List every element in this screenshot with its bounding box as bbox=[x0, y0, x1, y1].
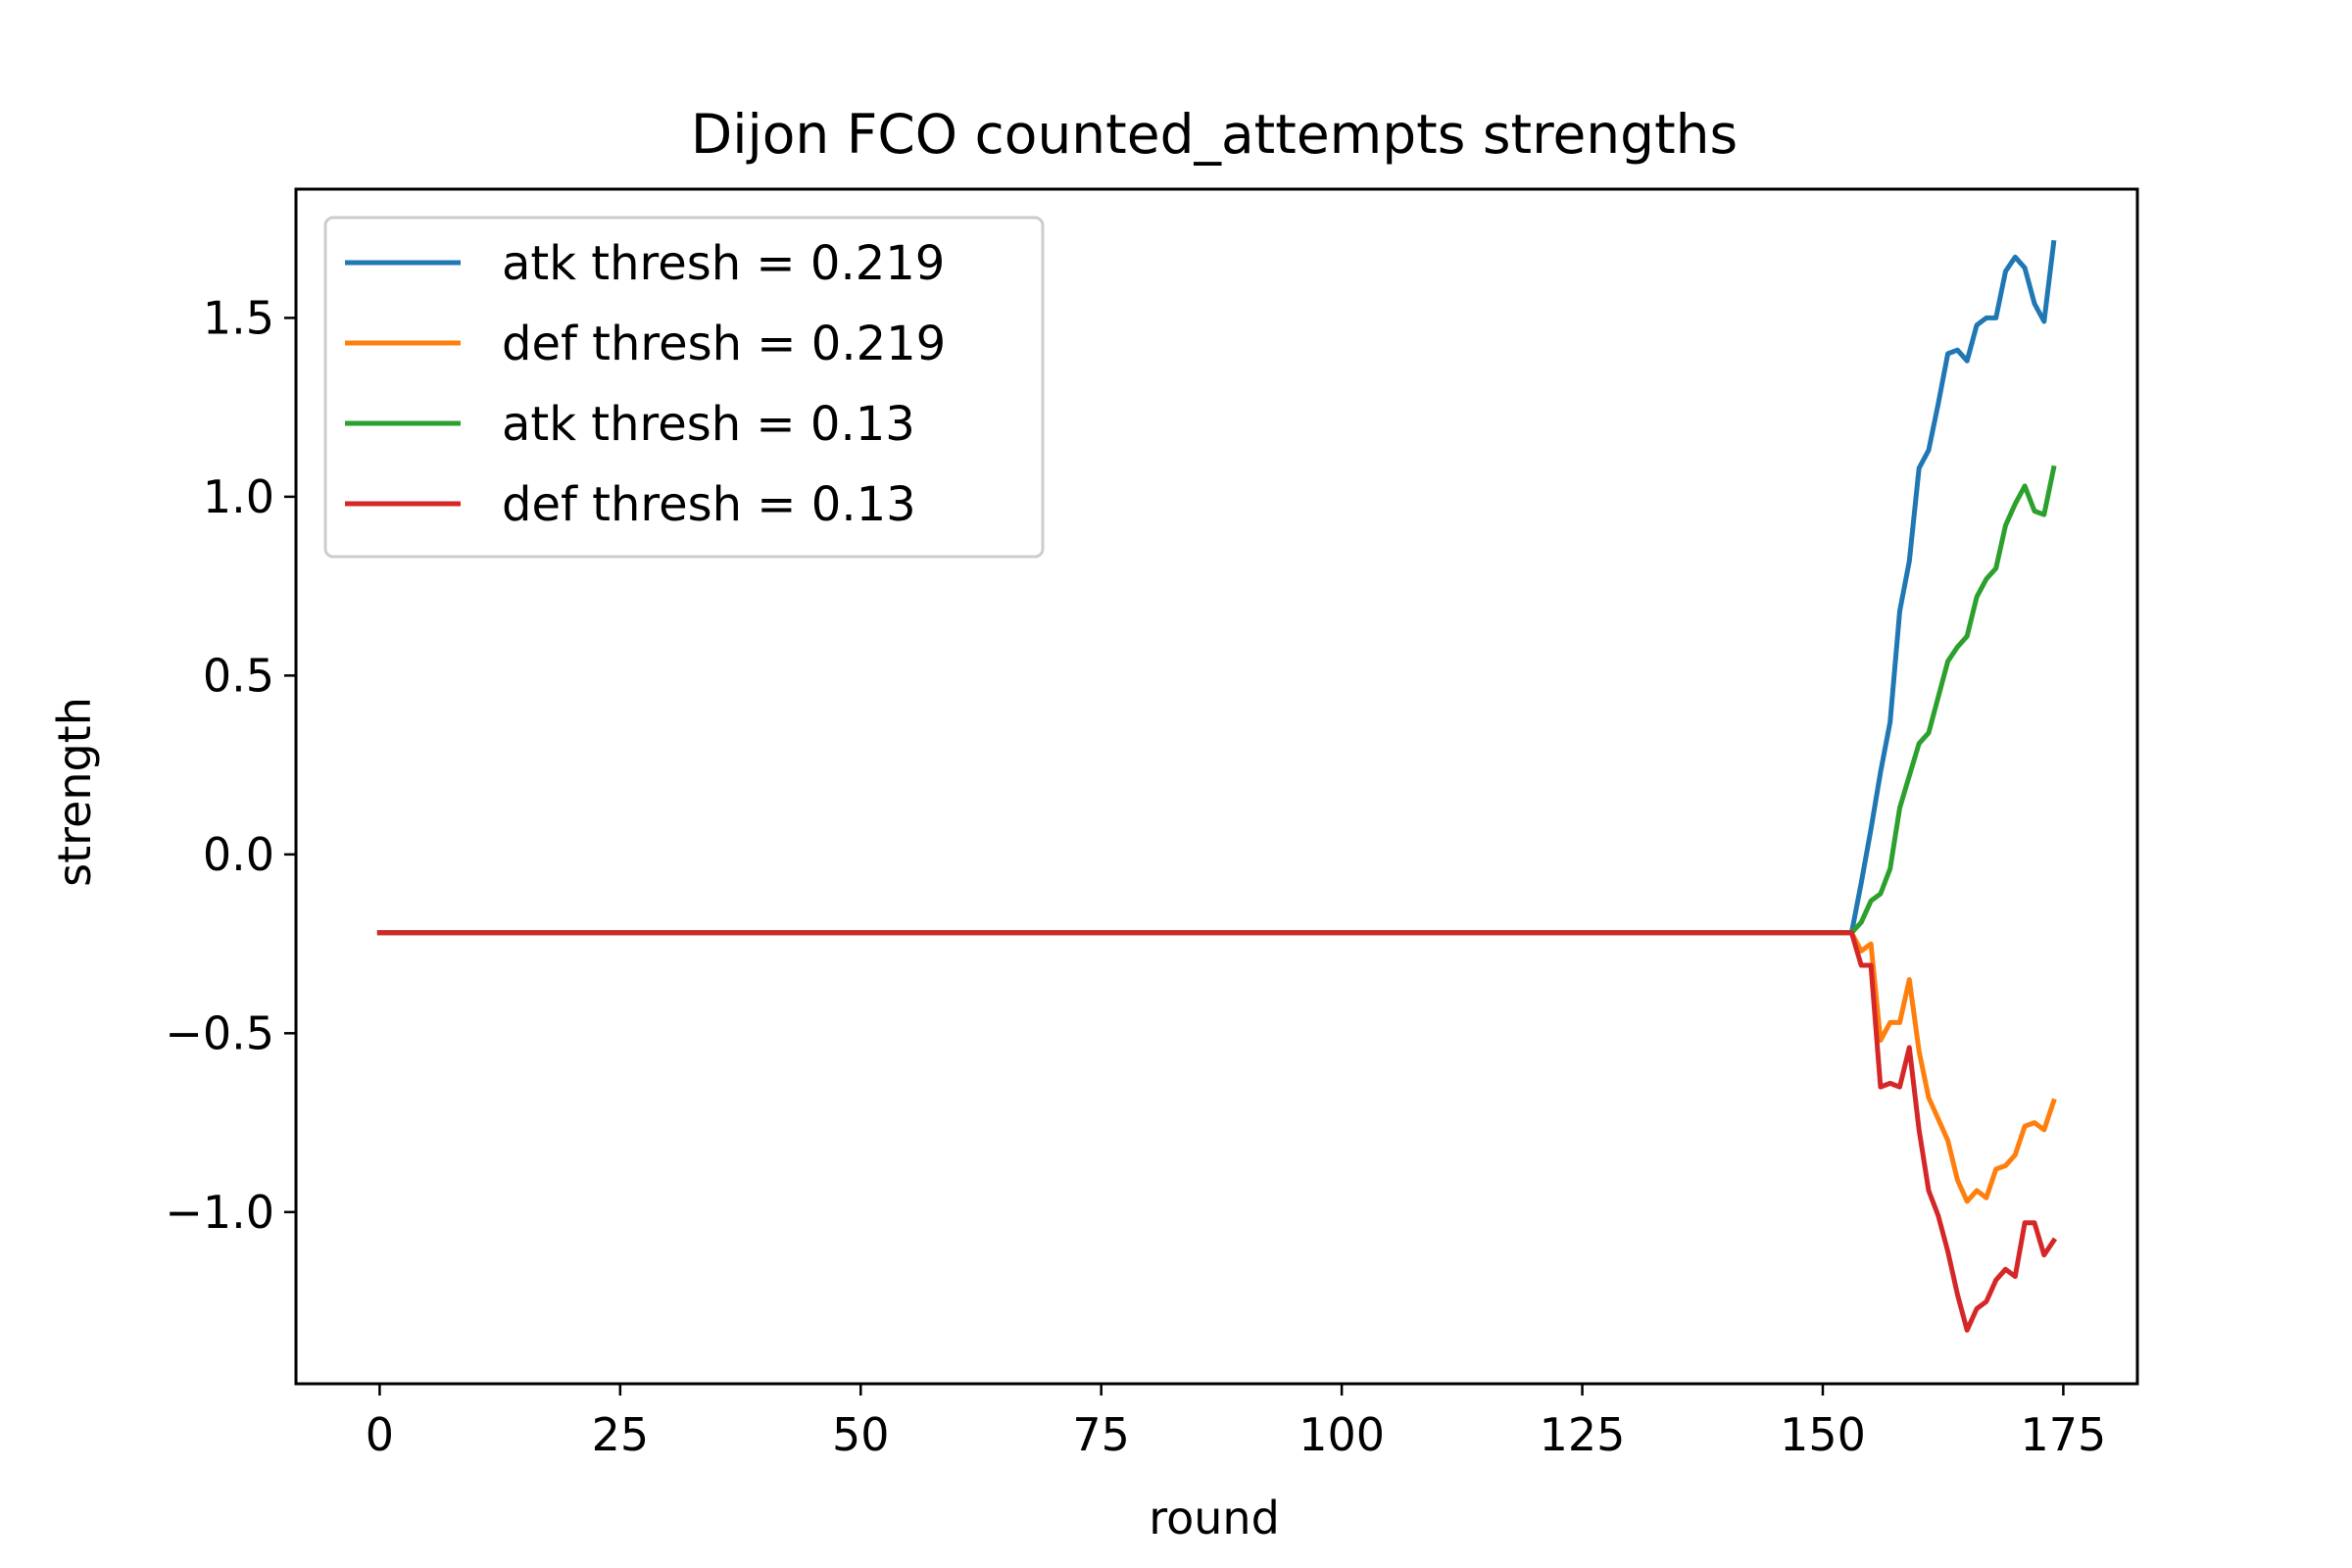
x-tick-label: 50 bbox=[832, 1408, 890, 1461]
y-tick-label: 0.5 bbox=[203, 649, 274, 702]
legend-label-2: def thresh = 0.219 bbox=[502, 317, 946, 371]
chart-title: Dijon FCO counted_attempts strengths bbox=[691, 103, 1738, 166]
legend-label-1: atk thresh = 0.219 bbox=[502, 236, 945, 291]
series-line-3 bbox=[376, 465, 2057, 936]
x-tick-label: 75 bbox=[1072, 1408, 1130, 1461]
series-line-4 bbox=[376, 930, 2058, 1333]
x-tick-label: 100 bbox=[1298, 1408, 1385, 1461]
y-tick-label: −0.5 bbox=[165, 1006, 274, 1059]
x-tick-label: 150 bbox=[1780, 1408, 1866, 1461]
y-tick-label: 1.0 bbox=[203, 470, 274, 523]
series-line-1 bbox=[376, 239, 2057, 936]
y-tick-label: 1.5 bbox=[203, 291, 274, 344]
legend: atk thresh = 0.219 def thresh = 0.219 atk … bbox=[323, 216, 1045, 559]
series-line-2 bbox=[376, 930, 2057, 1204]
legend-box bbox=[323, 216, 1045, 559]
legend-label-4: def thresh = 0.13 bbox=[502, 477, 916, 532]
x-tick-label: 0 bbox=[366, 1408, 394, 1461]
y-tick-label: −1.0 bbox=[165, 1186, 274, 1239]
plot-area: 0 25 50 75 100 125 150 175 −1.0 −0.5 0.0 0.5 1.0 1.5 a… bbox=[165, 187, 2139, 1461]
plot-frame bbox=[294, 187, 2139, 1386]
x-tick-label: 175 bbox=[2021, 1408, 2107, 1461]
x-axis-label: round bbox=[1149, 1492, 1280, 1544]
x-tick-label: 25 bbox=[592, 1408, 650, 1461]
y-axis-label: strength bbox=[48, 697, 101, 887]
y-tick-label: 0.0 bbox=[203, 828, 274, 881]
legend-label-3: atk thresh = 0.13 bbox=[502, 397, 915, 452]
x-tick-label: 125 bbox=[1540, 1408, 1626, 1461]
